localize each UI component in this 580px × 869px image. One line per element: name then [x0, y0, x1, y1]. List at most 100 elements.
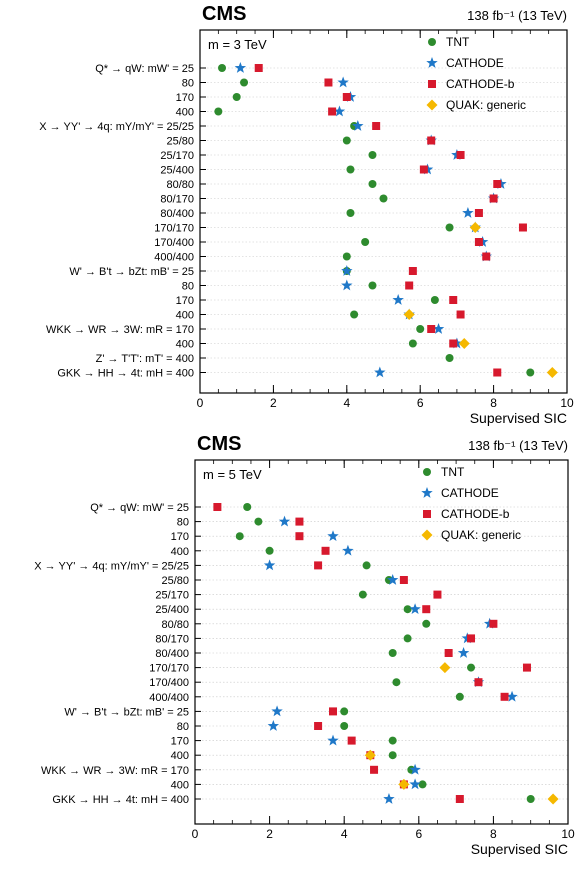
point-quak-generic	[458, 338, 470, 349]
point-tnt	[455, 692, 464, 701]
point-tnt	[418, 780, 427, 789]
point-tnt	[388, 736, 397, 745]
point-cathode	[337, 76, 349, 88]
y-tick-label: 170/170	[149, 663, 189, 675]
y-tick-label: GKK → HH → 4t: mH = 400	[57, 368, 194, 380]
point-quak-generic	[547, 793, 559, 805]
y-tick-label: Q* → qW: mW' = 25	[95, 63, 194, 75]
y-tick-label: 80/170	[155, 633, 189, 645]
x-tick-label: 8	[490, 827, 497, 841]
point-cathode-b	[372, 122, 381, 130]
point-tnt	[350, 310, 359, 319]
point-tnt	[342, 252, 351, 261]
y-tick-label: 80	[177, 517, 189, 529]
point-cathode	[333, 105, 346, 117]
x-tick-label: 0	[197, 396, 204, 410]
legend-label-cathode-b: CATHODE-b	[446, 77, 515, 91]
point-cathode-b	[405, 281, 414, 290]
point-cathode-b	[347, 736, 356, 745]
point-tnt	[346, 209, 355, 217]
chart-panel-2: CMS 138 fb⁻¹ (13 TeV) m = 5 TeV 0 2 4 6 8 10Supe…	[34, 433, 575, 857]
point-cathode-b	[493, 368, 502, 377]
point-cathode-b	[444, 649, 453, 657]
experiment-label: CMS	[197, 433, 241, 455]
point-tnt	[408, 339, 417, 348]
y-tick-label: 400	[171, 546, 189, 558]
point-cathode	[327, 734, 339, 746]
x-tick-label: 6	[415, 827, 422, 841]
y-tick-label: 80/80	[166, 179, 194, 191]
point-cathode	[342, 544, 354, 556]
point-cathode	[392, 294, 404, 305]
legend-marker-cathode	[426, 57, 438, 68]
point-tnt	[392, 678, 401, 687]
point-tnt	[358, 590, 367, 599]
legend-marker-tnt	[423, 468, 431, 476]
y-tick-label: 400/400	[149, 692, 189, 704]
point-tnt	[388, 649, 397, 657]
y-tick-label: 80	[177, 721, 189, 733]
point-cathode	[341, 279, 353, 291]
legend-label-tnt: TNT	[446, 35, 470, 49]
point-quak-generic	[439, 662, 451, 674]
point-tnt	[218, 64, 227, 72]
y-tick-label: GKK → HH → 4t: mH = 400	[52, 794, 189, 806]
point-cathode-b	[422, 605, 431, 614]
point-tnt	[526, 795, 535, 803]
legend-label-cathode: CATHODE	[446, 56, 504, 70]
legend-label-cathode-b: CATHODE-b	[441, 507, 510, 521]
legend-label-cathode: CATHODE	[441, 486, 499, 500]
y-tick-label: Q* → qW: mW' = 25	[90, 502, 189, 514]
point-tnt	[342, 136, 351, 145]
x-tick-label: 6	[417, 396, 424, 410]
point-cathode	[432, 323, 445, 334]
point-tnt	[368, 180, 377, 188]
point-tnt	[243, 503, 252, 511]
point-tnt	[340, 707, 349, 716]
legend: TNT CATHODE CATHODE-b QUAK: generic	[421, 465, 521, 542]
legend-label-quak-generic: QUAK: generic	[441, 528, 521, 542]
legend-label-quak-generic: QUAK: generic	[446, 98, 526, 112]
point-tnt	[361, 238, 370, 246]
point-cathode	[267, 720, 280, 731]
point-cathode-b	[449, 339, 458, 348]
point-cathode	[374, 366, 386, 378]
point-cathode	[271, 705, 283, 717]
point-tnt	[430, 296, 439, 304]
mass-label: m = 3 TeV	[208, 37, 267, 52]
point-cathode-b	[399, 576, 408, 584]
luminosity-label: 138 fb⁻¹ (13 TeV)	[467, 8, 567, 23]
point-tnt	[379, 194, 388, 203]
y-tick-label: 25/170	[160, 150, 194, 162]
y-tick-label: 80/400	[155, 648, 189, 660]
point-cathode	[409, 763, 421, 775]
point-cathode-b	[324, 78, 333, 87]
y-tick-label: 170	[171, 736, 189, 748]
point-tnt	[362, 561, 371, 570]
y-tick-label: 400	[171, 779, 189, 791]
x-axis-label: Supervised SIC	[470, 410, 567, 426]
point-tnt	[445, 223, 454, 232]
legend-label-tnt: TNT	[441, 465, 465, 479]
point-cathode-b	[328, 107, 337, 116]
point-tnt	[368, 281, 377, 290]
point-cathode	[386, 574, 399, 585]
point-cathode-b	[329, 707, 338, 716]
point-cathode	[234, 62, 247, 73]
legend-marker-quak-generic	[426, 99, 438, 111]
point-tnt	[232, 93, 241, 101]
point-tnt	[445, 354, 454, 362]
x-tick-label: 4	[341, 827, 348, 841]
point-cathode-b	[455, 795, 464, 803]
point-cathode-b	[342, 93, 351, 101]
chart-panel-1: CMS 138 fb⁻¹ (13 TeV) m = 3 TeV 0 2 4 6 8 10Supe…	[39, 3, 574, 426]
y-tick-label: 25/170	[155, 590, 189, 602]
point-quak-generic	[364, 749, 376, 761]
y-tick-label: WKK → WR → 3W: mR = 170	[46, 324, 194, 336]
x-tick-label: 8	[490, 396, 497, 410]
point-quak-generic	[398, 778, 410, 790]
point-cathode-b	[474, 209, 483, 217]
x-tick-label: 2	[270, 396, 277, 410]
point-cathode-b	[295, 517, 304, 526]
legend-marker-quak-generic	[421, 529, 433, 541]
